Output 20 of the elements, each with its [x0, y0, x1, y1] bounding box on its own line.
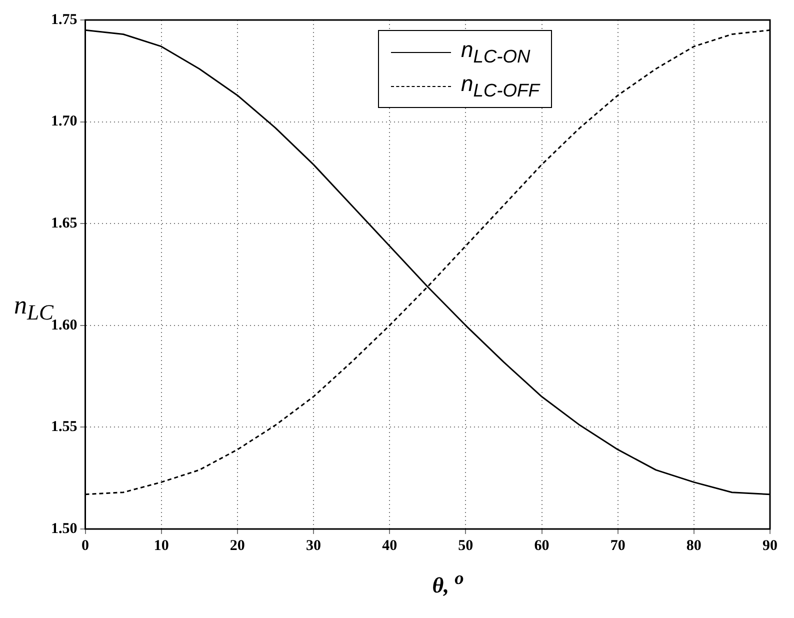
x-axis-title: θ, $^{o}$: [432, 568, 464, 598]
x-tick-label: 90: [762, 538, 778, 554]
y-tick-label: 1.60: [51, 317, 78, 334]
x-tick-label: 60: [534, 538, 550, 554]
x-tick-label: 0: [82, 538, 89, 554]
y-tick-label: 1.65: [51, 215, 78, 232]
y-axis-title: n$_{LC}$: [14, 290, 54, 325]
legend-label: n$_{LC-ON}$: [461, 36, 530, 68]
y-tick-label: 1.75: [51, 12, 78, 28]
y-tick-label: 1.50: [51, 520, 78, 537]
y-tick-label: 1.70: [51, 114, 78, 130]
x-tick-label: 70: [610, 538, 626, 554]
legend-label: n$_{LC-OFF}$: [461, 70, 540, 102]
y-tick-label: 1.55: [51, 419, 78, 436]
x-tick-label: 40: [382, 538, 398, 554]
x-tick-label: 10: [154, 538, 169, 554]
x-tick-label: 30: [306, 538, 321, 554]
x-tick-label: 80: [686, 538, 702, 554]
x-tick-label: 50: [458, 538, 474, 554]
x-tick-label: 20: [230, 538, 245, 554]
